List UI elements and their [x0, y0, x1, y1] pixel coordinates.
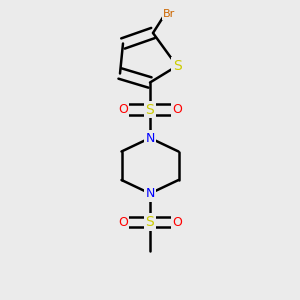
Text: S: S	[146, 215, 154, 229]
Text: S: S	[172, 59, 182, 73]
Text: O: O	[172, 215, 182, 229]
Text: O: O	[118, 215, 128, 229]
Text: O: O	[172, 103, 182, 116]
Text: O: O	[118, 103, 128, 116]
Text: Br: Br	[164, 8, 175, 19]
Text: S: S	[146, 103, 154, 116]
Text: N: N	[145, 187, 155, 200]
Text: N: N	[145, 131, 155, 145]
